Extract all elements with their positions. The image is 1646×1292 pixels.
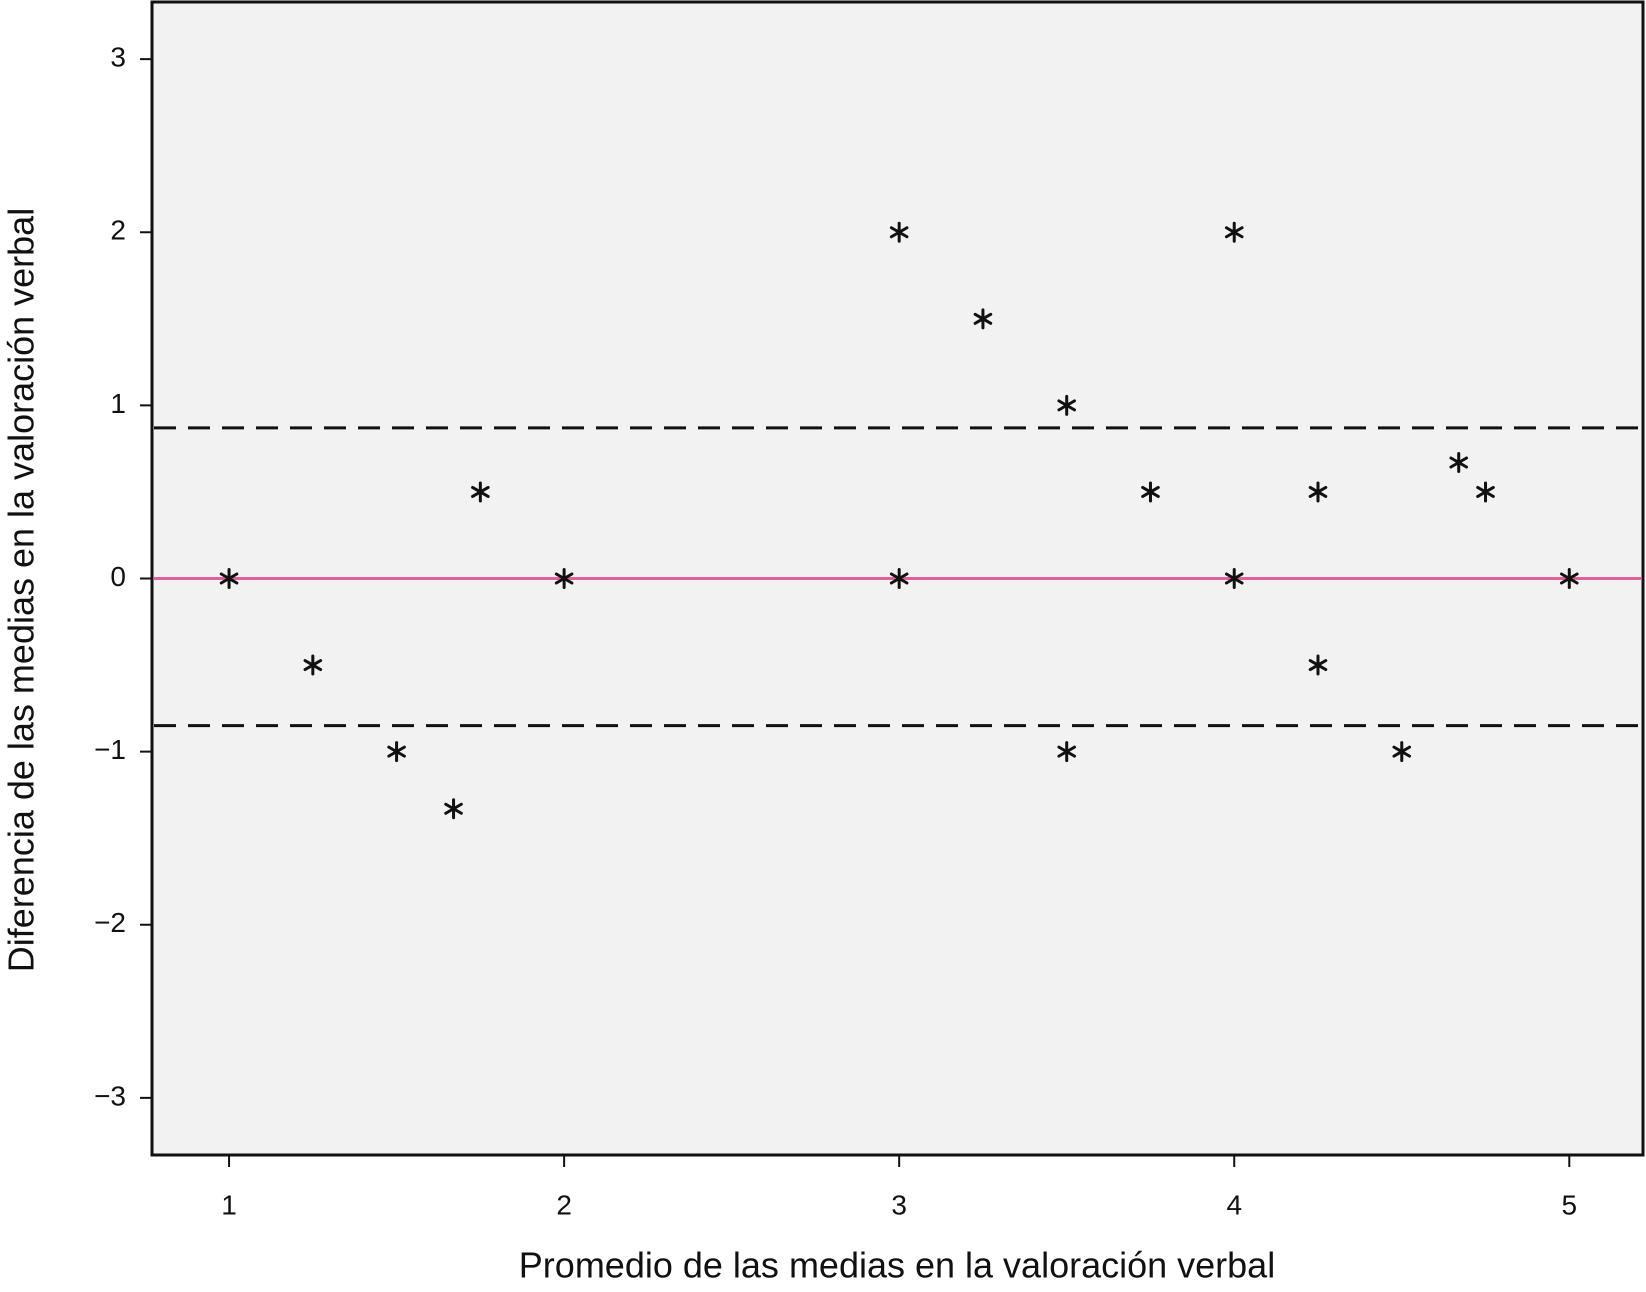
asterisk-stroke: [1057, 399, 1076, 412]
asterisk-stroke: [1308, 485, 1328, 498]
y-tick-label: 3: [110, 42, 126, 73]
asterisk-point: [1559, 568, 1579, 589]
asterisk-stroke: [1476, 485, 1495, 498]
asterisk-stroke: [444, 802, 463, 815]
asterisk-stroke: [471, 485, 490, 498]
y-tick-label: 1: [110, 388, 126, 419]
asterisk-point: [1057, 394, 1076, 416]
x-tick-label: 3: [891, 1189, 907, 1220]
x-tick-label: 4: [1226, 1189, 1242, 1220]
asterisk-stroke: [1141, 485, 1160, 498]
asterisk-point: [973, 308, 993, 330]
asterisk-stroke: [1057, 745, 1076, 758]
y-tick-label: −2: [94, 907, 126, 938]
asterisk-stroke: [889, 572, 909, 585]
y-tick-label: 0: [110, 561, 126, 592]
asterisk-point: [554, 568, 574, 589]
y-tick-label: −1: [94, 734, 126, 765]
asterisk-stroke: [1224, 226, 1244, 239]
y-axis-title: Diferencia de las medias en la valoració…: [1, 208, 42, 972]
asterisk-point: [471, 481, 490, 503]
asterisk-stroke: [554, 572, 574, 585]
asterisk-stroke: [1308, 659, 1328, 672]
asterisk-point: [1308, 654, 1328, 676]
asterisk-point: [303, 654, 323, 676]
asterisk-stroke: [889, 226, 909, 239]
asterisk-point: [1224, 568, 1244, 589]
x-tick-label: 2: [556, 1189, 572, 1220]
asterisk-point: [1308, 481, 1328, 503]
asterisk-stroke: [1559, 572, 1579, 585]
asterisk-point: [1476, 481, 1495, 503]
asterisk-point: [387, 741, 406, 763]
asterisk-stroke: [219, 572, 239, 585]
asterisk-point: [1057, 741, 1076, 763]
asterisk-stroke: [1224, 572, 1244, 585]
x-tick-label: 1: [221, 1189, 237, 1220]
y-tick-label: −3: [94, 1080, 126, 1111]
asterisk-point: [444, 798, 463, 820]
x-axis-title: Promedio de las medias en la valoración …: [519, 1245, 1275, 1286]
asterisk-stroke: [387, 745, 406, 758]
asterisk-stroke: [973, 312, 993, 325]
asterisk-point: [889, 568, 909, 589]
asterisk-stroke: [1392, 745, 1412, 758]
asterisk-stroke: [1449, 456, 1469, 469]
y-tick-label: 2: [110, 215, 126, 246]
asterisk-point: [219, 568, 239, 589]
asterisk-point: [1141, 481, 1160, 503]
asterisk-point: [889, 221, 909, 243]
asterisk-point: [1392, 741, 1412, 763]
x-tick-label: 5: [1561, 1189, 1577, 1220]
asterisk-point: [1449, 452, 1469, 474]
asterisk-point: [1224, 221, 1244, 243]
asterisk-stroke: [303, 659, 323, 672]
